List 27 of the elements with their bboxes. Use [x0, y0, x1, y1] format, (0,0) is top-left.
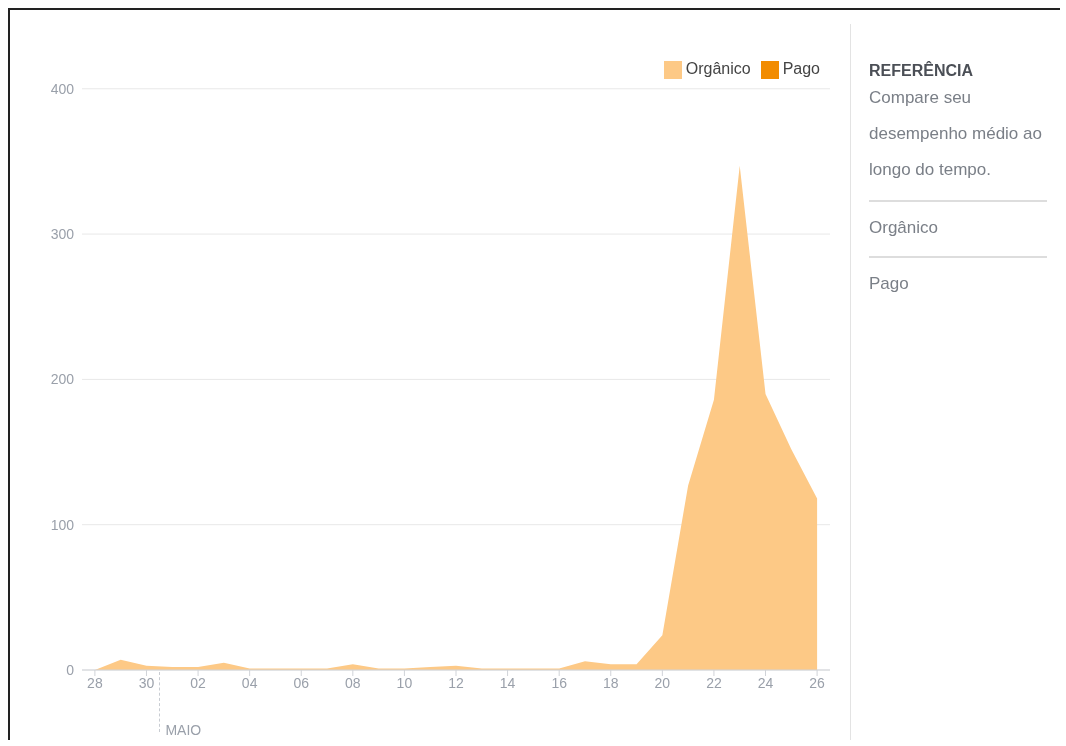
x-tick-label: 22	[706, 674, 722, 691]
legend-label: Orgânico	[685, 60, 751, 77]
x-tick-label: 02	[190, 674, 207, 691]
legend-label: Pago	[782, 60, 820, 77]
text: Compare seu desempenho médio ao longo do tempo.	[869, 80, 1047, 202]
x-tick-label: 12	[448, 674, 464, 691]
x-tick-label: 28	[87, 674, 103, 691]
text: MAIO	[165, 722, 202, 738]
x-tick-label: 06	[293, 674, 310, 691]
x-tick-label: 16	[551, 674, 568, 691]
text: REFERÊNCIA	[869, 62, 974, 80]
y-tick-label: 0	[66, 661, 75, 678]
text: Orgânico	[869, 202, 1047, 258]
x-tick-label: 20	[654, 674, 671, 691]
x-tick-label: 18	[602, 674, 619, 691]
x-tick-label: 14	[499, 674, 516, 691]
y-tick-label: 100	[50, 516, 75, 533]
y-tick-label: 300	[50, 226, 75, 243]
x-tick-label: 30	[138, 674, 155, 691]
x-tick-label: 04	[241, 674, 258, 691]
y-tick-label: 400	[50, 80, 75, 97]
y-tick-label: 200	[50, 371, 75, 388]
text: Pago	[869, 273, 910, 295]
x-tick-label: 10	[396, 674, 413, 691]
x-tick-label: 26	[809, 674, 826, 691]
x-tick-label: 24	[757, 674, 774, 691]
x-tick-label: 08	[345, 674, 361, 691]
